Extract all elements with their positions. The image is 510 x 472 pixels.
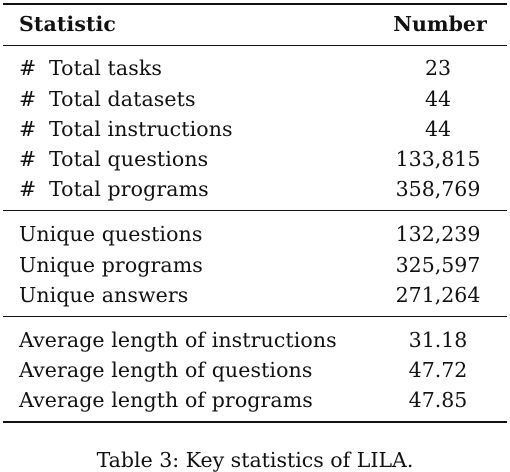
header-statistic: Statistic	[19, 12, 116, 36]
row-label: # Total programs	[19, 174, 209, 204]
row-value: 44	[424, 117, 452, 141]
row-value: 47.85	[408, 388, 468, 412]
hash-symbol: #	[19, 117, 37, 141]
row-value: 358,769	[395, 177, 481, 201]
header-row: Statistic Number	[0, 9, 510, 39]
header-rule	[3, 45, 507, 46]
row-value: 44	[424, 87, 452, 111]
row-label: Average length of questions	[19, 358, 313, 382]
row-label: # Total questions	[19, 144, 208, 174]
table-row: Unique programs 325,597	[0, 250, 510, 280]
row-value: 133,815	[395, 147, 481, 171]
row-label-text: Total tasks	[49, 56, 162, 80]
header-number: Number	[393, 12, 487, 36]
table-row: # Total questions 133,815	[0, 144, 510, 174]
top-rule	[3, 3, 507, 5]
table-row: Average length of instructions 31.18	[0, 325, 510, 355]
row-label-text: Total questions	[49, 147, 209, 171]
table-page: Statistic Number # Total tasks 23 # Total …	[0, 3, 510, 472]
row-label: # Total instructions	[19, 114, 233, 144]
group-rule	[3, 316, 507, 317]
hash-symbol: #	[19, 87, 37, 111]
row-label: Unique answers	[19, 283, 189, 307]
row-value: 271,264	[395, 283, 481, 307]
row-label-text: Total programs	[49, 177, 209, 201]
hash-symbol: #	[19, 177, 37, 201]
table-row: Average length of programs 47.85	[0, 385, 510, 415]
row-label-text: Total datasets	[49, 87, 196, 111]
table-caption: Table 3: Key statistics of LILA.	[96, 448, 414, 472]
row-value: 325,597	[395, 253, 481, 277]
row-label-text: Total instructions	[49, 117, 233, 141]
row-label: Unique questions	[19, 222, 203, 246]
bottom-rule	[3, 421, 507, 423]
row-label: Average length of instructions	[19, 328, 337, 352]
group-rule	[3, 210, 507, 211]
row-label: # Total datasets	[19, 84, 196, 114]
table-row: Unique questions 132,239	[0, 219, 510, 249]
table-row: # Total instructions 44	[0, 114, 510, 144]
row-value: 23	[424, 56, 452, 80]
row-label: Unique programs	[19, 253, 203, 277]
table-row: Unique answers 271,264	[0, 280, 510, 310]
row-value: 31.18	[408, 328, 468, 352]
row-label: Average length of programs	[19, 388, 313, 412]
table-row: # Total datasets 44	[0, 84, 510, 114]
table-row: # Total programs 358,769	[0, 174, 510, 204]
table-row: # Total tasks 23	[0, 53, 510, 83]
hash-symbol: #	[19, 147, 37, 171]
row-value: 47.72	[408, 358, 468, 382]
row-label: # Total tasks	[19, 53, 162, 83]
row-value: 132,239	[395, 222, 481, 246]
table-row: Average length of questions 47.72	[0, 355, 510, 385]
hash-symbol: #	[19, 56, 37, 80]
